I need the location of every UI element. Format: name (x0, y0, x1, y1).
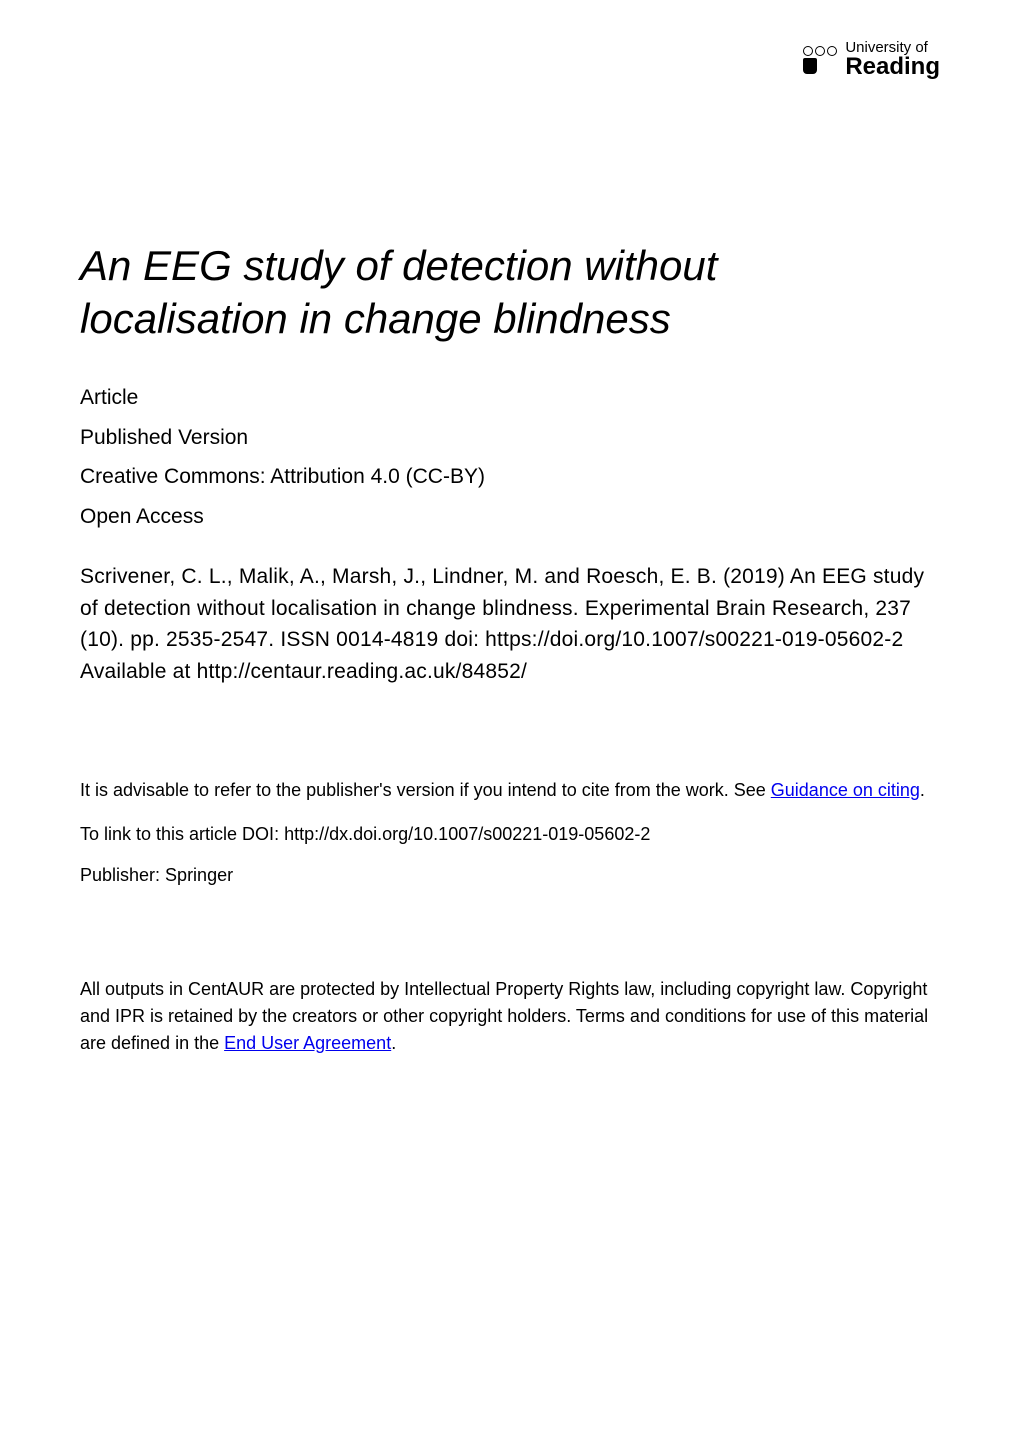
access-label: Open Access (80, 500, 940, 534)
citation-text: Scrivener, C. L., Malik, A., Marsh, J., … (80, 561, 940, 687)
footer-notice: All outputs in CentAUR are protected by … (80, 976, 940, 1057)
notice-prefix: It is advisable to refer to the publishe… (80, 780, 771, 800)
logo-circle-icon (815, 46, 825, 56)
document-type: Article (80, 381, 940, 415)
version-label: Published Version (80, 421, 940, 455)
notice-suffix: . (920, 780, 925, 800)
metadata-block: Article Published Version Creative Commo… (80, 381, 940, 533)
publisher-line: Publisher: Springer (80, 865, 940, 886)
logo-text: University of Reading (845, 40, 940, 79)
footer-suffix: . (391, 1033, 396, 1053)
citation-notice: It is advisable to refer to the publishe… (80, 777, 940, 804)
license-label: Creative Commons: Attribution 4.0 (CC-BY… (80, 460, 940, 494)
logo-circle-icon (827, 46, 837, 56)
document-title: An EEG study of detection without locali… (80, 240, 940, 345)
footer-prefix: All outputs in CentAUR are protected by … (80, 979, 928, 1053)
guidance-link[interactable]: Guidance on citing (771, 780, 920, 800)
doi-label: To link to this article DOI: (80, 824, 284, 844)
doi-line: To link to this article DOI: http://dx.d… (80, 824, 940, 845)
page-container: University of Reading An EEG study of de… (0, 0, 1020, 1443)
logo-shield-icon (803, 58, 817, 74)
end-user-agreement-link[interactable]: End User Agreement (224, 1033, 391, 1053)
doi-value: http://dx.doi.org/10.1007/s00221-019-056… (284, 824, 650, 844)
title-line-2: localisation in change blindness (80, 295, 671, 342)
publisher-label: Publisher: (80, 865, 165, 885)
university-logo: University of Reading (803, 40, 940, 79)
logo-circle-icon (803, 46, 813, 56)
title-line-1: An EEG study of detection without (80, 242, 717, 289)
logo-line2: Reading (845, 55, 940, 79)
publisher-value: Springer (165, 865, 233, 885)
logo-mark (803, 46, 837, 74)
